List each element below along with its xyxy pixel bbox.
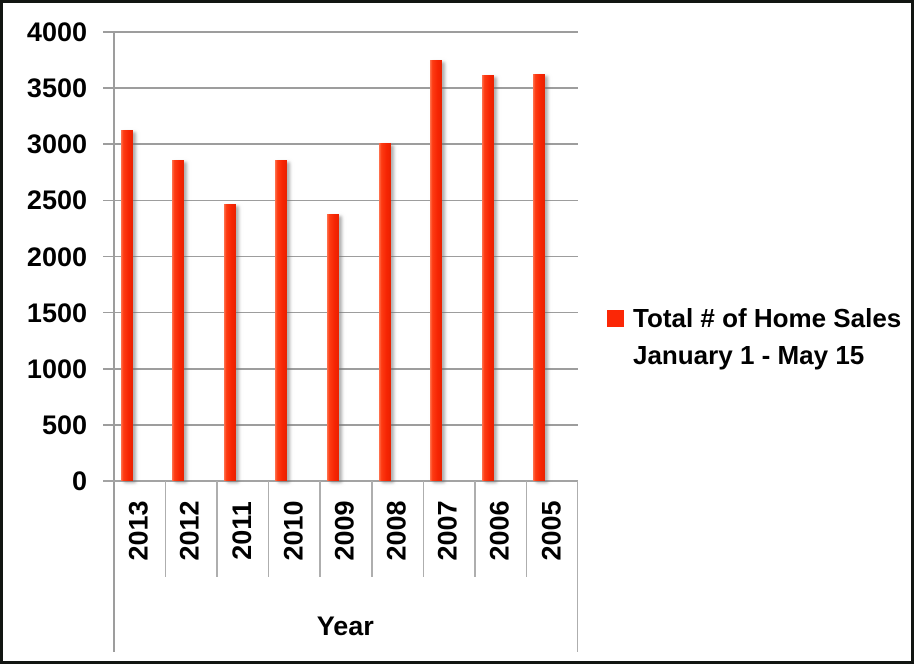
x-tick-label-2006: 2006	[474, 483, 526, 577]
y-tick-label: 4000	[26, 17, 87, 47]
bar-2013	[120, 129, 133, 481]
gridline	[103, 199, 578, 202]
y-axis-line	[113, 32, 115, 652]
category-separator-line	[422, 481, 425, 577]
gridline	[103, 31, 578, 33]
y-tick-label: 0	[71, 466, 87, 496]
gridline	[103, 143, 578, 146]
legend-marker-icon	[607, 310, 624, 327]
x-tick-label-text: 2006	[484, 499, 515, 561]
y-tick-label: 1000	[26, 353, 87, 384]
y-tick-label: 3500	[26, 73, 87, 104]
bar-2007	[430, 60, 443, 481]
x-tick-label-text: 2011	[226, 500, 257, 560]
gridline	[103, 311, 578, 314]
legend-label-line2: January 1 - May 15	[633, 340, 865, 370]
x-tick-label-text: 2012	[174, 499, 205, 561]
y-tick-label: 500	[41, 409, 87, 440]
x-tick-label-2005: 2005	[526, 483, 578, 577]
x-tick-label-2012: 2012	[165, 483, 217, 577]
x-axis-right-boundary-line	[576, 481, 578, 652]
bar-2011	[223, 203, 236, 481]
category-separator-line	[525, 481, 528, 577]
bar-2012	[172, 159, 185, 481]
legend: Total # of Home Sales January 1 - May 15	[607, 300, 901, 374]
x-axis-title: Year	[316, 611, 374, 641]
bar-2008	[378, 143, 391, 481]
gridline	[103, 367, 578, 370]
x-tick-label-2011: 2011	[216, 483, 268, 577]
y-tick-label: 3000	[26, 129, 87, 160]
x-tick-label-2007: 2007	[423, 483, 475, 577]
x-axis-line	[103, 480, 578, 482]
x-tick-label-text: 2009	[329, 499, 360, 561]
gridline	[103, 87, 578, 89]
category-separator-line	[474, 481, 476, 577]
y-tick-label: 1500	[26, 297, 87, 328]
bar-2005	[533, 73, 546, 481]
category-separator-line	[319, 481, 321, 577]
x-tick-label-text: 2005	[536, 499, 567, 561]
y-tick-label: 2000	[26, 241, 87, 272]
legend-label: Total # of Home Sales January 1 - May 15	[633, 300, 901, 374]
bar-2009	[326, 213, 339, 481]
y-tick-label: 2500	[26, 185, 87, 216]
x-tick-label-text: 2010	[278, 499, 309, 561]
x-tick-label-2013: 2013	[113, 483, 165, 577]
x-tick-label-text: 2007	[432, 499, 463, 561]
category-separator-line	[267, 481, 270, 577]
gridline	[103, 424, 578, 426]
category-separator-line	[371, 481, 373, 577]
x-tick-label-2010: 2010	[268, 483, 320, 577]
x-tick-label-2008: 2008	[371, 483, 423, 577]
bar-2006	[481, 74, 494, 481]
legend-label-line1: Total # of Home Sales	[633, 303, 902, 333]
bar-2010	[275, 159, 288, 481]
category-separator-line	[216, 481, 218, 577]
x-tick-label-text: 2008	[381, 499, 412, 561]
category-separator-line	[164, 481, 167, 577]
x-tick-label-2009: 2009	[319, 483, 371, 577]
x-tick-label-text: 2013	[123, 499, 154, 561]
gridline	[103, 255, 578, 258]
